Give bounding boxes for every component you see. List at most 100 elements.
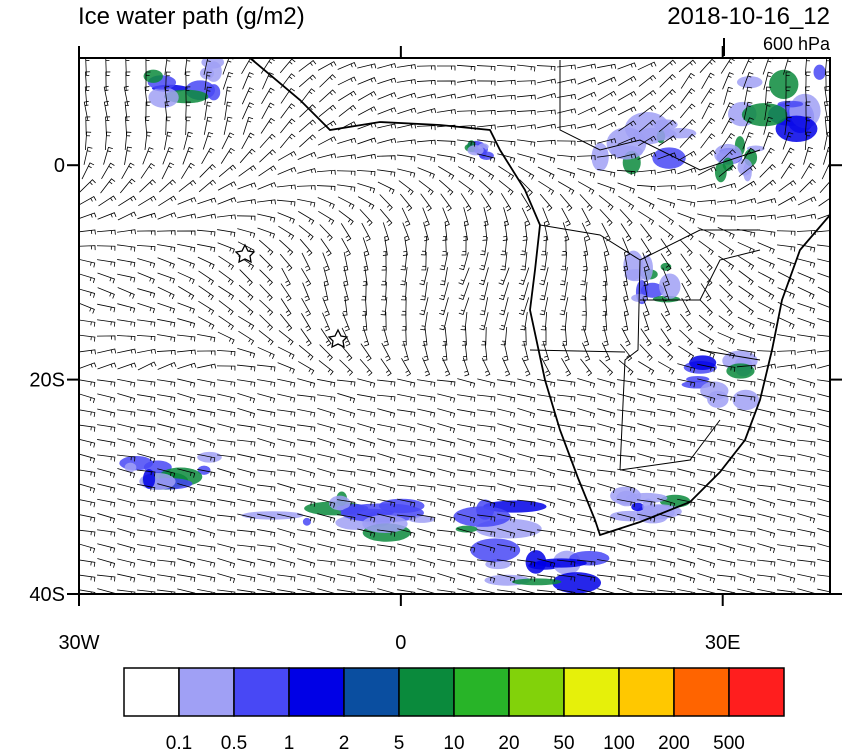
wind-barb xyxy=(125,116,130,136)
wind-barb xyxy=(280,283,292,302)
shading-cell xyxy=(453,506,511,527)
wind-barb xyxy=(637,378,656,388)
wind-barb xyxy=(437,529,456,537)
wind-barb xyxy=(137,483,156,493)
wind-barb xyxy=(381,342,391,362)
wind-barb xyxy=(317,559,336,567)
wind-barb xyxy=(383,327,389,347)
wind-barb xyxy=(217,229,236,237)
wind-barb xyxy=(617,153,637,159)
wind-barb xyxy=(757,513,776,523)
wind-barb xyxy=(717,424,736,432)
wind-barb xyxy=(238,330,255,345)
wind-barb xyxy=(657,408,676,418)
wind-barb xyxy=(197,499,216,507)
wind-barb xyxy=(803,146,813,165)
wind-barb xyxy=(463,207,469,227)
wind-barb xyxy=(157,559,176,567)
wind-barb xyxy=(117,244,136,252)
wind-barb xyxy=(259,284,273,301)
wind-barb xyxy=(377,483,396,493)
wind-barb xyxy=(737,438,756,449)
wind-barb xyxy=(177,513,196,523)
colorbar-box xyxy=(343,667,400,717)
wind-barb xyxy=(737,423,756,433)
wind-barb xyxy=(677,423,696,433)
wind-barb xyxy=(597,182,615,194)
wind-barb xyxy=(402,237,408,256)
wind-barb xyxy=(439,312,449,331)
wind-barb xyxy=(137,272,155,284)
shading-cell xyxy=(467,145,484,156)
wind-barb xyxy=(177,499,196,507)
wind-barb xyxy=(376,155,396,161)
wind-barb xyxy=(557,167,576,179)
wind-barb xyxy=(738,270,754,286)
wind-barb xyxy=(697,483,716,493)
wind-barb xyxy=(440,193,452,212)
wind-barb xyxy=(237,498,256,508)
wind-barb xyxy=(222,71,234,90)
wind-barb xyxy=(482,342,488,361)
wind-barb xyxy=(417,544,436,552)
wind-barb xyxy=(480,193,492,212)
colorbar-label: 0.1 xyxy=(166,733,192,750)
wind-barb xyxy=(237,574,256,583)
wind-barb xyxy=(777,483,796,493)
wind-barb xyxy=(804,131,812,151)
y-tick-label: 0 xyxy=(54,155,65,177)
wind-barb xyxy=(178,286,195,300)
wind-barb xyxy=(357,559,376,567)
wind-barb xyxy=(218,315,234,331)
wind-barb xyxy=(696,199,716,205)
wind-barb xyxy=(737,332,756,344)
wind-barb xyxy=(185,86,191,106)
wind-barb xyxy=(721,102,734,120)
wind-barb xyxy=(217,181,237,191)
wind-barb xyxy=(637,438,656,448)
wind-barb xyxy=(142,147,154,165)
wind-barb xyxy=(817,379,830,382)
wind-barb xyxy=(476,65,496,71)
wind-barb xyxy=(356,169,376,177)
shading-cell xyxy=(362,514,408,533)
wind-barb xyxy=(601,222,611,242)
wind-barb xyxy=(737,198,757,204)
wind-barb xyxy=(637,409,656,417)
wind-barb xyxy=(518,166,535,180)
wind-barb xyxy=(397,423,416,433)
wind-barb xyxy=(177,362,197,370)
wind-barb xyxy=(257,227,276,239)
wind-barb xyxy=(697,378,716,388)
wind-barb xyxy=(119,178,136,194)
wind-barb xyxy=(299,104,316,118)
wind-barb xyxy=(259,133,276,148)
wind-barb xyxy=(145,101,151,121)
wind-barb xyxy=(660,238,672,257)
wind-barb xyxy=(163,131,173,150)
wind-barb xyxy=(257,213,276,223)
wind-barb xyxy=(677,513,696,523)
wind-barb xyxy=(117,362,137,370)
wind-barb xyxy=(377,77,397,85)
y-tick-label: 40S xyxy=(29,584,65,606)
wind-barb xyxy=(697,498,716,508)
wind-barb xyxy=(537,409,556,418)
wind-barb xyxy=(157,529,176,537)
wind-barb xyxy=(257,558,276,568)
wind-barb xyxy=(657,197,676,209)
x-tick-label: 30W xyxy=(58,632,99,654)
wind-barb xyxy=(257,364,276,372)
wind-barb xyxy=(497,393,516,403)
wind-barb xyxy=(580,267,588,286)
wind-barb xyxy=(602,297,608,316)
wind-barb xyxy=(657,454,676,462)
wind-barb xyxy=(677,394,696,402)
wind-barb xyxy=(577,498,596,508)
wind-barb xyxy=(401,207,411,227)
wind-barb xyxy=(517,559,536,567)
wind-barb xyxy=(184,58,191,75)
wind-barb xyxy=(277,212,295,224)
wind-barb xyxy=(677,542,696,554)
wind-barb xyxy=(698,330,715,345)
